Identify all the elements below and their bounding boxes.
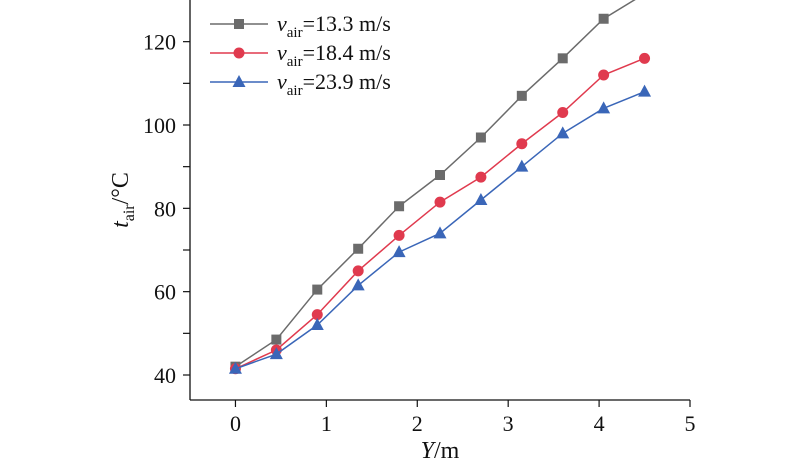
data-point	[475, 171, 487, 183]
legend-label: vair=13.3 m/s	[277, 11, 391, 41]
data-point	[269, 347, 283, 360]
data-point	[311, 309, 323, 321]
legend-label: vair=18.4 m/s	[277, 40, 391, 70]
data-point	[435, 170, 445, 180]
data-point	[393, 229, 405, 241]
y-tick-label: 60	[154, 280, 176, 305]
data-point	[433, 226, 447, 239]
x-tick-label: 4	[594, 411, 605, 436]
data-point	[310, 318, 324, 330]
data-point	[474, 193, 488, 205]
data-point	[598, 69, 610, 81]
data-point	[639, 52, 651, 64]
x-tick-label: 5	[685, 411, 696, 436]
legend-label: vair=23.9 m/s	[277, 69, 391, 99]
data-point	[351, 278, 365, 291]
y-tick-label: 100	[143, 113, 176, 138]
data-point	[597, 101, 611, 114]
y-axis-title: tair/°C	[108, 172, 138, 228]
x-tick-label: 0	[230, 411, 241, 436]
y-tick-label: 120	[143, 30, 176, 55]
data-point	[557, 107, 569, 118]
data-point	[516, 90, 527, 101]
legend-item-1: vair=13.3 m/s	[210, 11, 391, 41]
data-point	[515, 159, 529, 172]
series-layer	[228, 0, 652, 375]
x-tick-label: 3	[503, 411, 514, 436]
data-point	[556, 126, 570, 139]
data-point	[353, 243, 364, 254]
y-tick-label: 40	[154, 363, 176, 388]
legend-marker	[234, 19, 244, 29]
legend-marker	[232, 75, 246, 87]
data-point	[271, 334, 282, 345]
legend-item-3: vair=23.9 m/s	[210, 69, 391, 99]
series-3	[228, 84, 652, 374]
data-point	[434, 196, 446, 208]
data-point	[557, 53, 568, 64]
y-tick-label: 80	[154, 196, 176, 221]
series-line	[235, 57, 645, 370]
axes: 0 1 2 3 4 5 40 60 80 100 120 Y/m tair/°C	[108, 0, 696, 464]
x-axis-title: Y/m	[421, 438, 460, 464]
data-point	[352, 265, 364, 277]
x-tick-label: 2	[412, 411, 423, 436]
data-point	[228, 361, 242, 374]
x-tick-label: 1	[321, 411, 332, 436]
data-point	[638, 84, 652, 97]
data-point	[394, 201, 405, 212]
series-2	[229, 52, 651, 375]
data-point	[475, 132, 486, 143]
data-point	[392, 245, 406, 258]
data-point	[516, 138, 528, 150]
legend-item-2: vair=18.4 m/s	[210, 40, 391, 70]
data-point	[598, 13, 609, 24]
legend-marker	[233, 47, 245, 59]
data-point	[312, 284, 323, 295]
